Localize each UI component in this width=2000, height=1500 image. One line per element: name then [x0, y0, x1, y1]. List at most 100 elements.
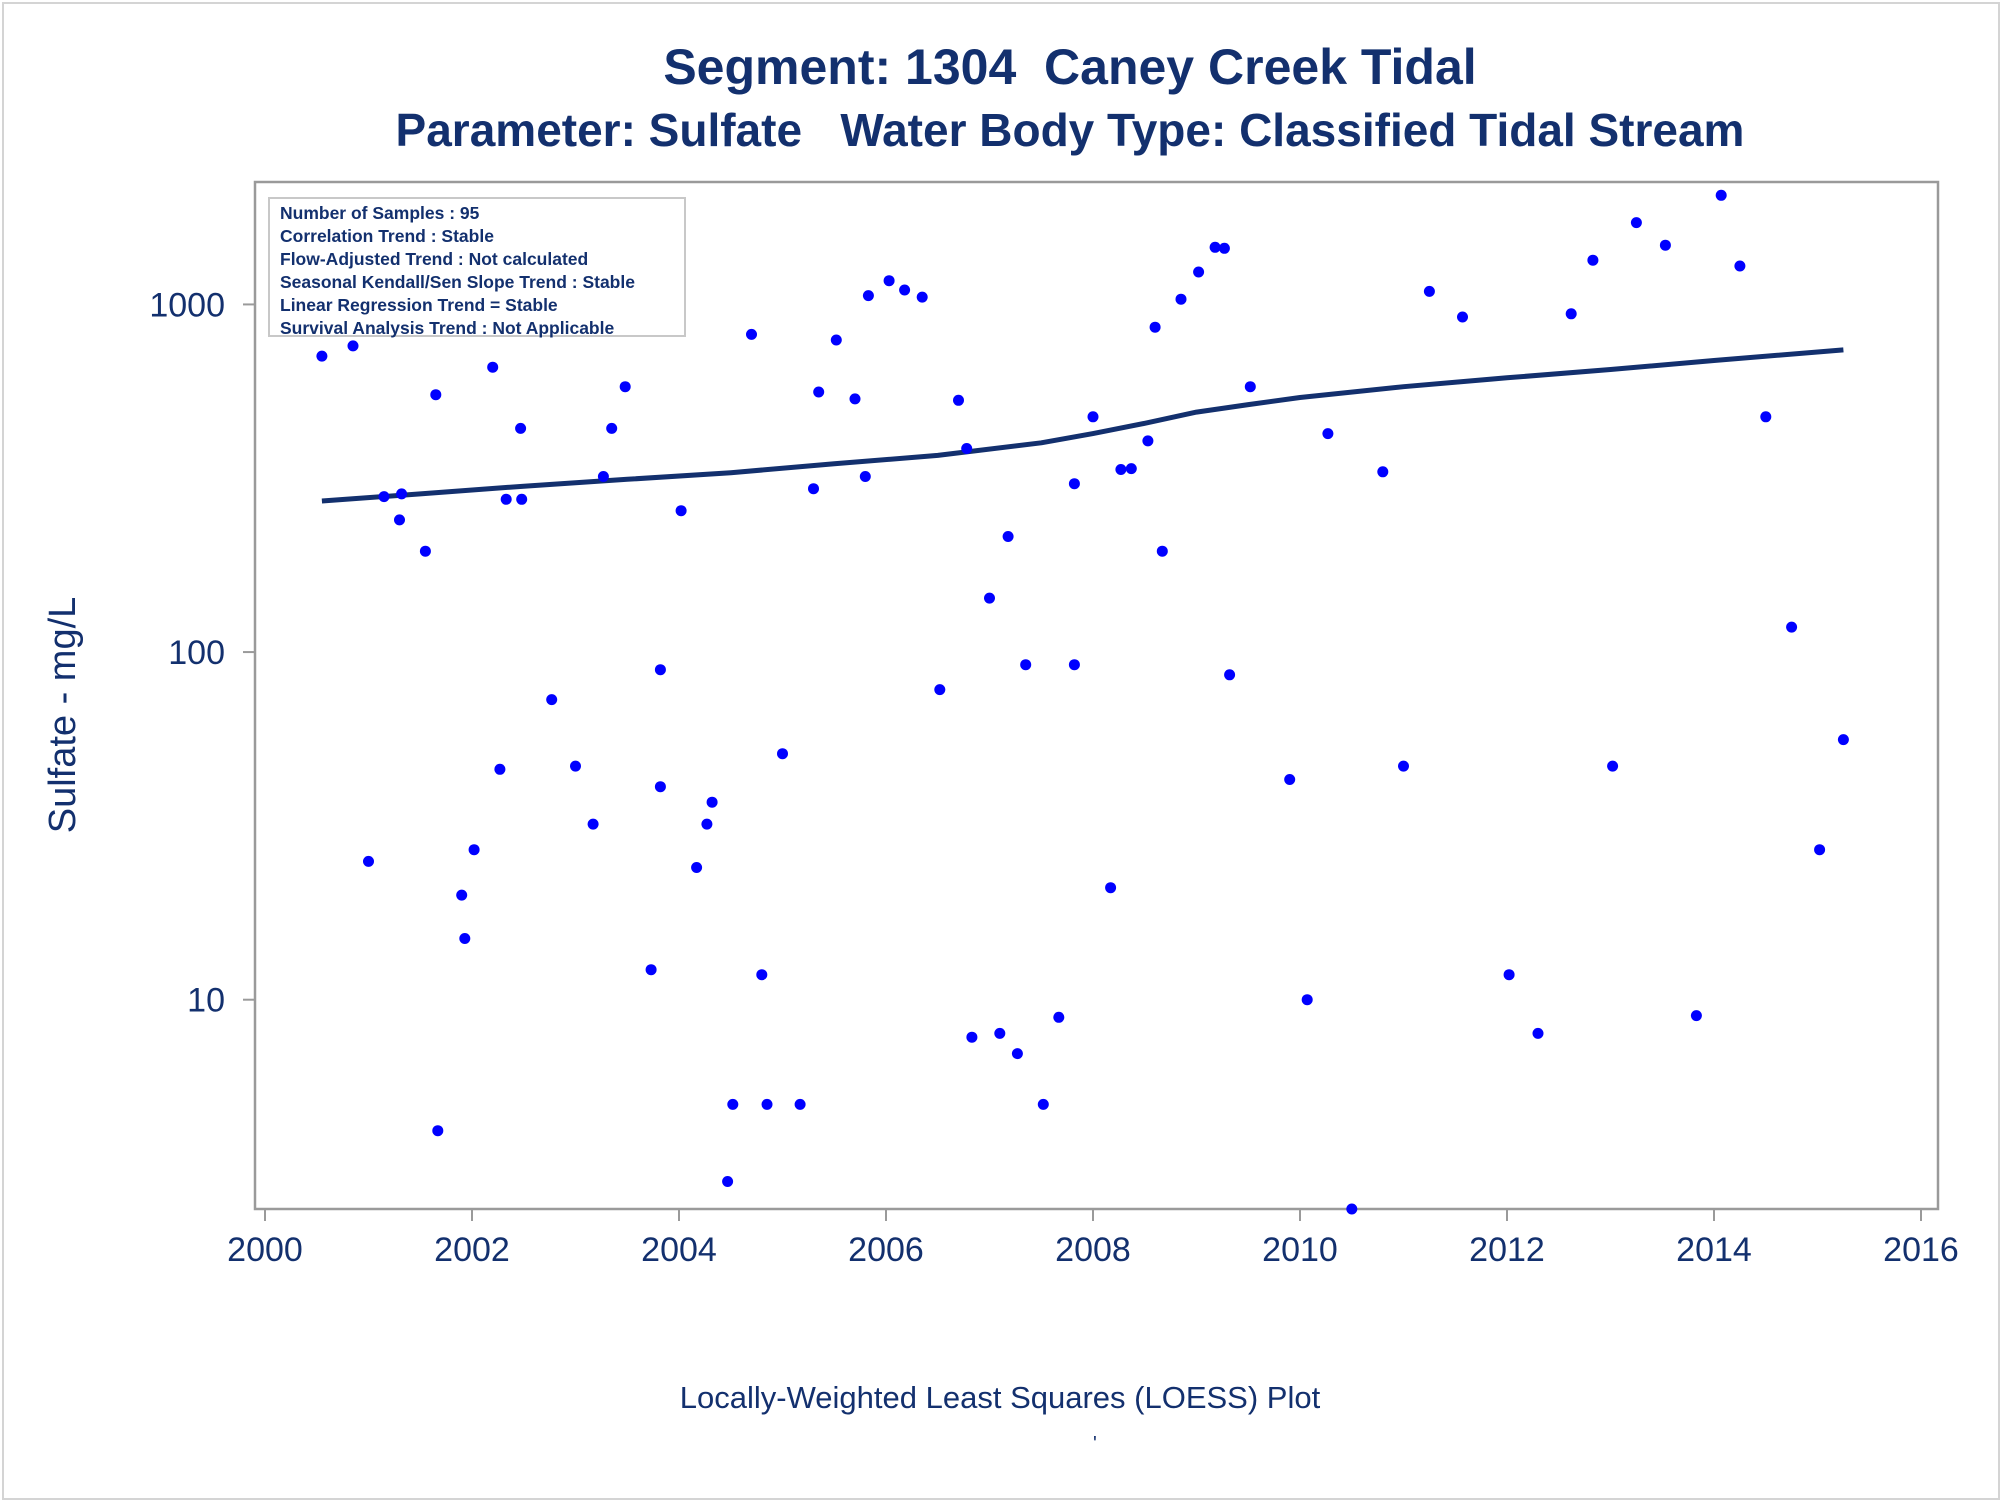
data-point [1193, 266, 1205, 278]
data-point [1284, 774, 1296, 785]
data-point [1734, 260, 1746, 272]
data-point [1322, 428, 1334, 440]
data-point [984, 592, 995, 604]
chart-title: Segment: 1304 Caney Creek Tidal [663, 39, 1477, 95]
data-point [494, 763, 506, 775]
footnote-mark: ' [1093, 1433, 1097, 1455]
data-point [1244, 381, 1256, 393]
data-point [1156, 545, 1168, 557]
data-point [1423, 285, 1435, 297]
data-point [994, 1027, 1006, 1039]
data-point [546, 694, 558, 706]
data-point [316, 350, 328, 362]
data-point [459, 933, 471, 944]
data-point [570, 760, 581, 772]
loess-line-layer [321, 347, 1844, 504]
data-point [1346, 1203, 1358, 1215]
y-tick-label: 10 [187, 982, 225, 1020]
data-point [961, 443, 973, 454]
data-point [394, 514, 405, 526]
data-point [953, 394, 964, 406]
data-point [430, 389, 442, 401]
data-point [347, 340, 359, 352]
data-point [859, 471, 871, 482]
data-points [316, 189, 1849, 1215]
data-point [756, 969, 768, 981]
info-line-correlation: Correlation Trend : Stable [280, 226, 494, 246]
data-point [706, 796, 718, 808]
data-point [1607, 760, 1619, 772]
data-point [1398, 760, 1409, 772]
data-point [396, 488, 408, 500]
x-tick-label: 2016 [1883, 1231, 1959, 1269]
data-point [1218, 242, 1230, 254]
x-tick-label: 2008 [1055, 1231, 1131, 1269]
data-point [746, 328, 757, 340]
x-tick-label: 2014 [1676, 1231, 1752, 1269]
data-point [619, 381, 631, 393]
data-point [1002, 531, 1014, 542]
info-line-linear-regression: Linear Regression Trend = Stable [280, 295, 558, 315]
data-point [1175, 293, 1187, 305]
x-tick-label: 2010 [1262, 1231, 1338, 1269]
data-point [1786, 621, 1798, 633]
data-point [1142, 435, 1154, 447]
data-point [691, 862, 703, 873]
data-point [515, 422, 527, 434]
data-point [849, 393, 861, 405]
data-point [1565, 308, 1577, 320]
x-tick-label: 2006 [848, 1231, 924, 1269]
data-point [701, 818, 713, 830]
data-point [1020, 659, 1032, 671]
axes: 2000 2002 2004 2006 2008 2010 2012 2014 2016 10 10… [149, 180, 1959, 1269]
info-line-survival: Survival Analysis Trend : Not Applicable [280, 318, 615, 338]
info-line-seasonal-kendall: Seasonal Kendall/Sen Slope Trend : Stabl… [280, 272, 635, 292]
data-point [830, 334, 842, 346]
chart-subtitle: Parameter: Sulfate Water Body Type: Clas… [395, 104, 1745, 156]
data-point [777, 748, 788, 760]
data-point [1814, 844, 1826, 856]
y-tick-label: 1000 [149, 286, 225, 324]
trend-info-box: Number of Samples : 95 Correlation Trend… [268, 197, 686, 338]
data-point [654, 664, 666, 676]
data-point [1053, 1011, 1065, 1023]
x-tick-label: 2004 [641, 1231, 717, 1269]
data-point [587, 818, 599, 830]
footnote: Locally-Weighted Least Squares (LOESS) P… [679, 1380, 1321, 1415]
data-point [899, 284, 911, 296]
data-point [813, 386, 825, 398]
data-point [862, 290, 874, 302]
data-point [1068, 659, 1080, 671]
data-point [1037, 1098, 1049, 1110]
data-point [934, 684, 946, 696]
data-point [1457, 311, 1468, 323]
y-axis-label: Sulfate - mg/L [42, 597, 84, 834]
data-point [1301, 994, 1313, 1006]
data-point [916, 291, 928, 303]
data-point [727, 1098, 739, 1110]
data-point [654, 781, 666, 793]
plot-area-border [253, 180, 1940, 1211]
data-point [1011, 1048, 1023, 1060]
x-tick-label: 2002 [434, 1231, 510, 1269]
data-point [1105, 882, 1117, 894]
data-point [1503, 969, 1515, 981]
data-point [487, 361, 499, 373]
data-point [468, 844, 480, 856]
data-point [645, 964, 657, 976]
data-point [808, 483, 819, 495]
info-line-samples: Number of Samples : 95 [280, 203, 480, 223]
data-point [966, 1031, 978, 1043]
data-point [1377, 466, 1389, 478]
data-point [1715, 189, 1727, 201]
data-point [794, 1098, 806, 1110]
data-point [1224, 669, 1236, 681]
data-point [1690, 1010, 1702, 1022]
data-point [606, 422, 618, 434]
info-line-flow-adjusted: Flow-Adjusted Trend : Not calculated [280, 249, 589, 269]
data-point [363, 855, 374, 867]
data-point [1587, 254, 1599, 266]
data-point [597, 471, 609, 482]
